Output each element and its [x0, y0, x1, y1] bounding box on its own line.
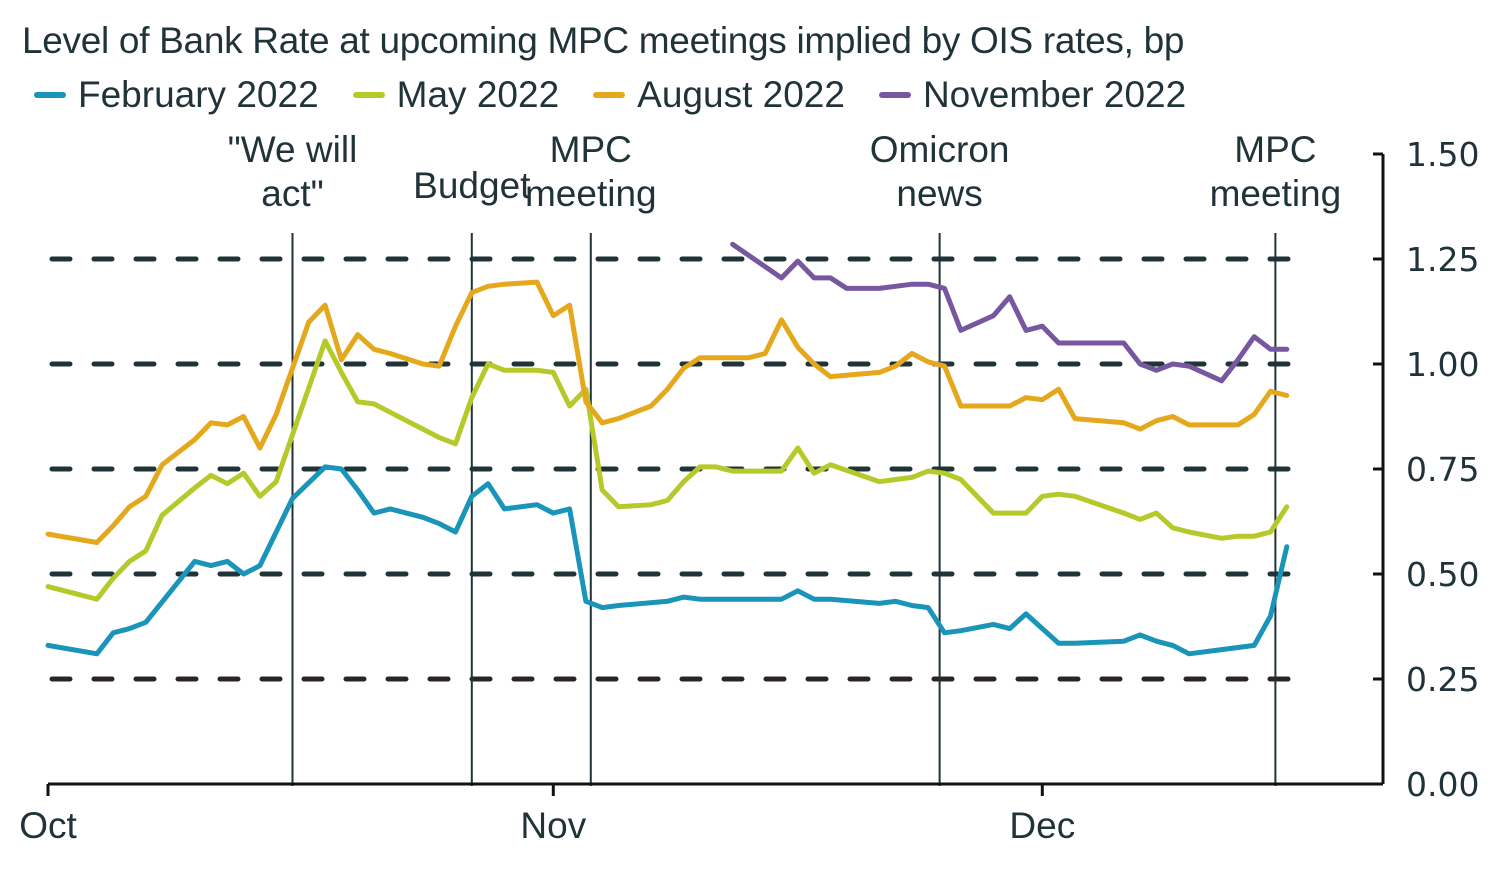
y-tick-label: 1.50	[1406, 135, 1479, 174]
event-label: Budget	[413, 165, 531, 206]
series-line-august-2022	[45, 279, 1290, 545]
gridlines	[49, 256, 1298, 682]
legend-item-august-2022: August 2022	[593, 74, 845, 116]
legend-label: February 2022	[78, 74, 319, 115]
event-label: "We will	[228, 129, 358, 170]
event-label: meeting	[1210, 173, 1342, 214]
legend-item-may-2022: May 2022	[352, 74, 560, 116]
event-label: Omicron	[870, 129, 1010, 170]
chart-title: Level of Bank Rate at upcoming MPC meeti…	[22, 20, 1185, 61]
y-tick-label: 0.50	[1406, 555, 1479, 594]
x-tick-label: Oct	[19, 805, 77, 846]
legend-item-november-2022: November 2022	[878, 74, 1187, 116]
x-tick-label: Nov	[520, 805, 586, 846]
event-label: news	[896, 173, 982, 214]
legend-label: May 2022	[396, 74, 560, 115]
legend-item-february-2022: February 2022	[34, 74, 319, 116]
series-line-february-2022	[45, 464, 1290, 657]
event-label: meeting	[525, 173, 657, 214]
legend: February 2022 May 2022 August 2022 Novem…	[34, 74, 1186, 116]
x-tick-label: Dec	[1009, 805, 1075, 846]
series-line-november-2022	[730, 241, 1290, 384]
y-tick-label: 0.00	[1406, 765, 1479, 804]
axes: Oct Nov Dec 0.00 0.25 0.50 0.75 1.00 1.25 1.50	[19, 135, 1479, 846]
legend-swatch-february-2022	[34, 92, 66, 98]
y-tick-label: 1.25	[1406, 240, 1479, 279]
legend-swatch-november-2022	[878, 92, 911, 98]
legend-label: November 2022	[922, 74, 1187, 115]
y-tick-label: 1.00	[1406, 345, 1479, 384]
legend-swatch-august-2022	[593, 92, 626, 98]
legend-label: August 2022	[637, 74, 845, 115]
legend-swatch-may-2022	[352, 92, 385, 98]
series-lines	[45, 241, 1290, 657]
event-label: MPC	[1234, 129, 1316, 170]
y-tick-label: 0.25	[1406, 660, 1479, 699]
event-label: MPC	[550, 129, 632, 170]
event-label: act"	[261, 173, 324, 214]
y-tick-label: 0.75	[1406, 450, 1479, 489]
